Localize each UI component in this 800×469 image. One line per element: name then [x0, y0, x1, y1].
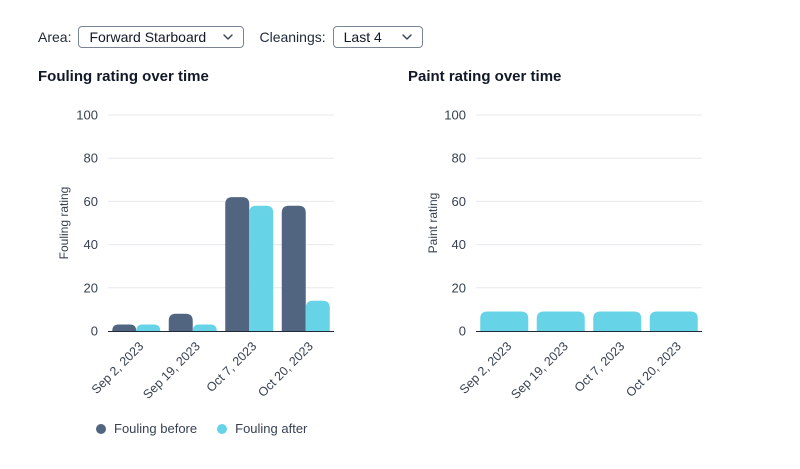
chevron-down-icon [401, 34, 412, 40]
bar [249, 205, 274, 331]
bar [112, 324, 137, 331]
bar [281, 205, 306, 331]
y-axis-label: Paint rating [426, 193, 440, 254]
y-tick-label: 60 [84, 194, 98, 209]
y-axis-label: Fouling rating [57, 187, 71, 260]
bar [168, 313, 193, 331]
y-tick-label: 60 [452, 194, 466, 209]
bar [192, 324, 217, 331]
paint-chart-title: Paint rating over time [408, 68, 562, 85]
y-tick-label: 0 [459, 324, 466, 339]
x-tick-label: Oct 7, 2023 [204, 339, 260, 395]
y-tick-label: 40 [84, 237, 98, 252]
x-tick-label: Oct 20, 2023 [255, 339, 316, 400]
area-select-value: Forward Starboard [89, 29, 207, 45]
cleanings-select-value: Last 4 [343, 29, 382, 45]
bar [305, 300, 330, 331]
legend-item-fouling-after[interactable]: Fouling after [217, 421, 307, 436]
bar [136, 324, 161, 331]
cleanings-select[interactable]: Last 4 [332, 26, 423, 48]
legend-item-fouling-before[interactable]: Fouling before [96, 421, 197, 436]
x-tick-label: Sep 19, 2023 [508, 339, 571, 402]
fouling-chart-title: Fouling rating over time [38, 68, 209, 85]
cleanings-label: Cleanings: [259, 29, 326, 45]
y-tick-label: 20 [452, 280, 466, 295]
bar [536, 311, 585, 331]
legend-label-before: Fouling before [114, 421, 198, 436]
x-tick-label: Oct 7, 2023 [572, 339, 628, 395]
y-tick-label: 100 [76, 108, 98, 123]
fouling-chart: 0 20 40 60 80 100 Fouling rating Sep 2, 2023Sep… [57, 108, 334, 402]
area-select[interactable]: Forward Starboard [78, 26, 245, 48]
bar [480, 311, 529, 331]
bar [225, 197, 250, 331]
area-label: Area: [38, 29, 72, 45]
x-tick-label: Sep 2, 2023 [457, 339, 515, 397]
x-tick-label: Oct 20, 2023 [623, 339, 684, 400]
bar [649, 311, 698, 331]
y-tick-label: 40 [452, 237, 466, 252]
y-tick-label: 80 [84, 151, 98, 166]
bar [593, 311, 642, 331]
legend-label-after: Fouling after [235, 421, 308, 436]
chevron-down-icon [223, 34, 234, 40]
legend-swatch-before [96, 423, 106, 434]
y-tick-label: 80 [452, 151, 466, 166]
x-tick-label: Sep 2, 2023 [89, 339, 147, 397]
x-tick-label: Sep 19, 2023 [140, 339, 203, 402]
y-tick-label: 0 [91, 324, 98, 339]
y-tick-label: 20 [84, 280, 98, 295]
legend-swatch-after [217, 423, 228, 434]
filter-bar: Area: Forward Starboard Cleanings: Last … [38, 25, 423, 49]
fouling-legend: Fouling before Fouling after [96, 421, 327, 436]
y-tick-label: 100 [444, 108, 466, 123]
